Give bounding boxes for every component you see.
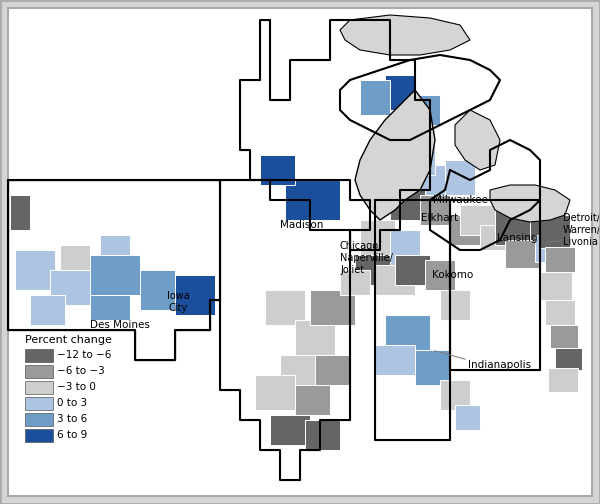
Bar: [545, 300, 575, 325]
Bar: [540, 272, 572, 300]
Text: 6 to 9: 6 to 9: [57, 430, 87, 440]
Bar: [295, 385, 330, 415]
Text: Madison: Madison: [280, 220, 323, 230]
Bar: [375, 265, 415, 295]
Text: Indianapolis: Indianapolis: [468, 360, 531, 370]
Text: −3 to 0: −3 to 0: [57, 382, 96, 392]
Text: Des Moines: Des Moines: [90, 320, 150, 330]
Bar: [50, 270, 90, 305]
Bar: [375, 345, 415, 375]
Bar: [385, 315, 430, 355]
Bar: [405, 145, 435, 175]
Bar: [530, 215, 560, 245]
Bar: [25, 397, 53, 410]
Bar: [555, 348, 582, 370]
Bar: [360, 220, 395, 255]
Text: Chicago/
Naperville/
Joliet: Chicago/ Naperville/ Joliet: [340, 241, 393, 275]
Text: 0 to 3: 0 to 3: [57, 398, 87, 408]
Text: Percent change: Percent change: [25, 335, 112, 345]
Bar: [265, 290, 305, 325]
Bar: [545, 247, 575, 272]
Bar: [460, 205, 495, 235]
Text: −12 to −6: −12 to −6: [57, 350, 112, 360]
Text: Kokomo: Kokomo: [432, 270, 473, 280]
Bar: [175, 275, 215, 315]
Bar: [420, 195, 450, 225]
Bar: [285, 180, 340, 220]
Bar: [140, 270, 175, 310]
Bar: [455, 405, 480, 430]
Bar: [310, 290, 355, 325]
Bar: [255, 375, 295, 410]
Polygon shape: [8, 8, 592, 496]
Bar: [535, 235, 560, 262]
Bar: [340, 270, 370, 295]
Text: −6 to −3: −6 to −3: [57, 366, 105, 376]
Polygon shape: [450, 200, 540, 370]
Bar: [25, 413, 53, 426]
Bar: [310, 355, 350, 385]
Text: Lansing: Lansing: [497, 233, 538, 243]
Bar: [540, 215, 570, 248]
Bar: [505, 240, 540, 268]
Polygon shape: [340, 55, 500, 140]
Bar: [410, 95, 440, 125]
Text: Detroit/
Warren/
Livonia: Detroit/ Warren/ Livonia: [563, 213, 600, 246]
Bar: [395, 255, 430, 285]
Polygon shape: [340, 15, 470, 55]
Bar: [495, 210, 535, 245]
Bar: [25, 365, 53, 378]
Bar: [25, 349, 53, 362]
Polygon shape: [455, 110, 500, 170]
Polygon shape: [375, 200, 450, 440]
Bar: [90, 295, 130, 320]
Bar: [450, 215, 480, 245]
Bar: [415, 350, 450, 385]
Text: Elkhart: Elkhart: [421, 213, 458, 223]
Bar: [270, 415, 310, 445]
Bar: [30, 295, 65, 325]
Bar: [440, 380, 470, 410]
Bar: [550, 325, 578, 348]
Polygon shape: [8, 180, 220, 360]
Bar: [25, 381, 53, 394]
Bar: [260, 155, 295, 185]
Polygon shape: [240, 20, 430, 250]
Polygon shape: [355, 90, 435, 220]
Bar: [15, 250, 55, 290]
Bar: [390, 175, 425, 210]
Bar: [385, 75, 415, 110]
Polygon shape: [490, 185, 570, 222]
Bar: [305, 420, 340, 450]
Polygon shape: [430, 140, 540, 250]
Text: Iowa
City: Iowa City: [167, 291, 190, 313]
Bar: [280, 355, 315, 385]
Bar: [390, 230, 420, 265]
Bar: [295, 320, 335, 355]
Bar: [90, 255, 140, 295]
Bar: [390, 190, 425, 220]
Text: 3 to 6: 3 to 6: [57, 414, 87, 424]
Bar: [445, 160, 475, 195]
Bar: [100, 235, 130, 255]
Polygon shape: [220, 180, 370, 480]
Bar: [440, 290, 470, 320]
Bar: [355, 255, 390, 285]
Bar: [425, 260, 455, 290]
Bar: [25, 429, 53, 442]
Text: Milwaukee: Milwaukee: [433, 195, 488, 205]
Bar: [420, 165, 450, 195]
Bar: [548, 368, 578, 392]
Bar: [10, 195, 30, 230]
Bar: [480, 225, 515, 250]
Bar: [360, 80, 390, 115]
Bar: [60, 245, 90, 270]
